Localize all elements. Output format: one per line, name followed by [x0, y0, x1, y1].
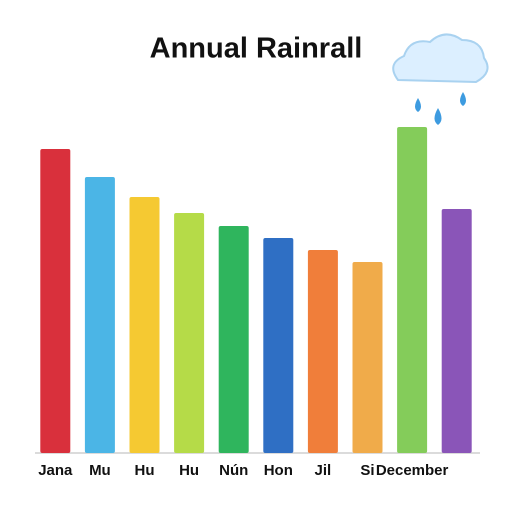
bar [307, 250, 338, 453]
bar [218, 226, 249, 453]
bar [84, 177, 115, 453]
x-tick-label: Hon [264, 462, 293, 479]
x-tick-label: Si [360, 462, 374, 479]
x-tick-label: Mu [89, 462, 111, 479]
bar [263, 238, 294, 453]
x-tick-label: Nún [219, 462, 248, 479]
bar [40, 149, 71, 453]
x-tick-label: December [376, 462, 449, 479]
bar [441, 209, 472, 453]
x-tick-label: Hu [135, 462, 155, 479]
bar [129, 197, 160, 453]
x-tick-label: Jana [38, 462, 73, 479]
x-tick-label: Hu [179, 462, 199, 479]
bar [397, 127, 428, 453]
x-tick-label: Jil [315, 462, 332, 479]
bar [174, 213, 205, 453]
chart-title: Annual Rainrall [150, 33, 363, 65]
rain-cloud-icon [392, 33, 489, 125]
bar [352, 262, 383, 453]
